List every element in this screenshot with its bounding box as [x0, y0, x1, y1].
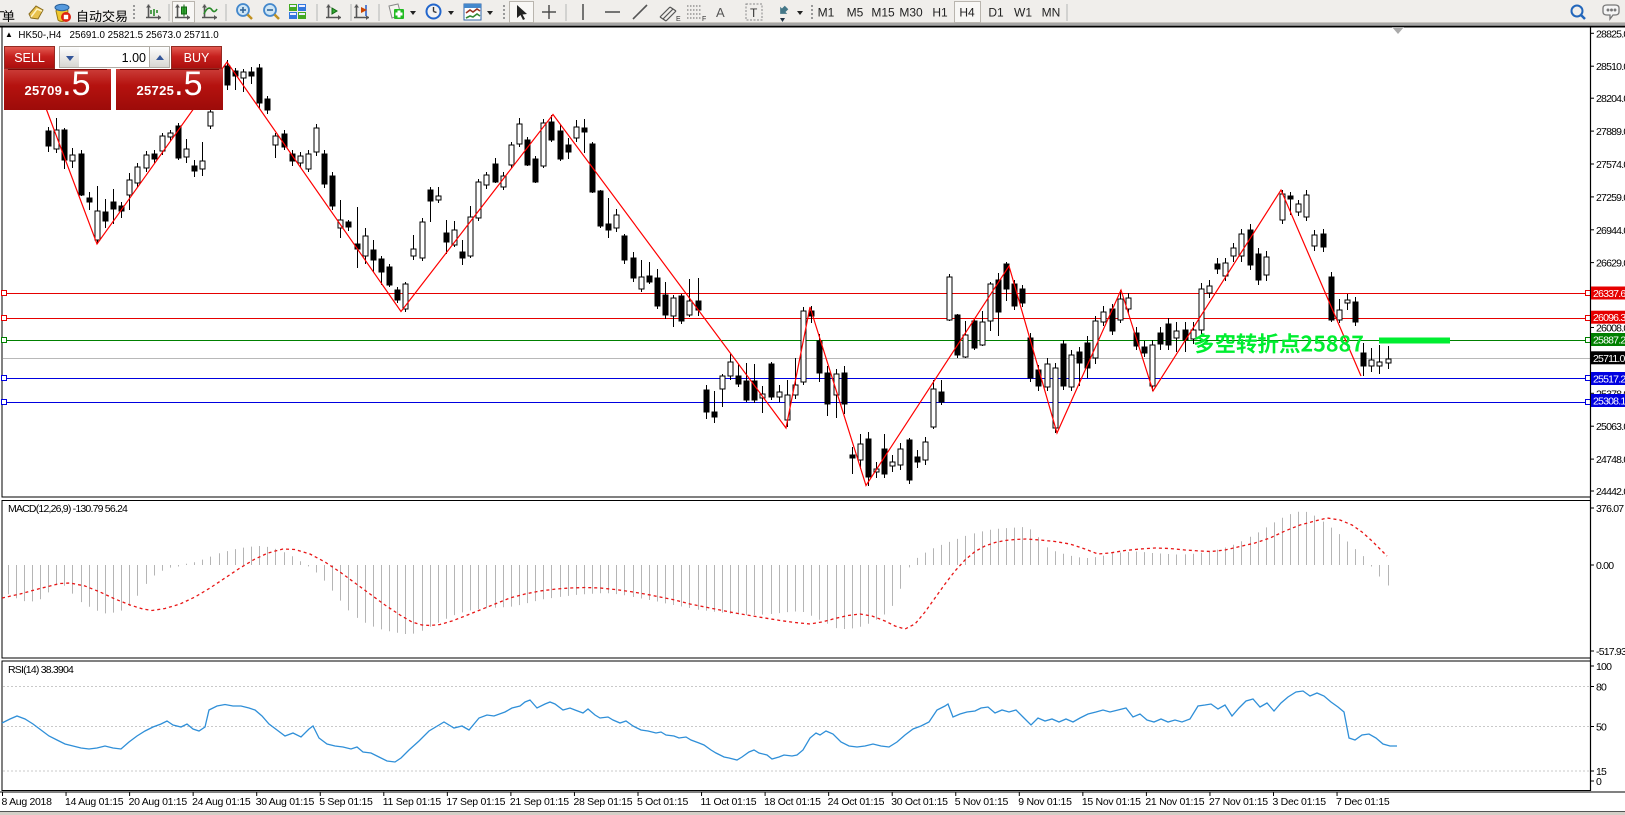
- svg-text:27259.0: 27259.0: [1596, 192, 1625, 204]
- svg-text:17 Sep 01:15: 17 Sep 01:15: [446, 796, 505, 808]
- svg-text:MN: MN: [1042, 6, 1061, 20]
- svg-text:RSI(14) 38.3904: RSI(14) 38.3904: [8, 664, 74, 676]
- svg-text:11 Sep 01:15: 11 Sep 01:15: [383, 796, 442, 808]
- svg-text:26008.0: 26008.0: [1596, 323, 1625, 335]
- svg-text:11 Oct 01:15: 11 Oct 01:15: [701, 796, 757, 808]
- svg-text:26337.6: 26337.6: [1593, 288, 1625, 300]
- svg-text:15 Nov 01:15: 15 Nov 01:15: [1082, 796, 1141, 808]
- svg-text:27889.0: 27889.0: [1596, 126, 1625, 138]
- svg-text:F: F: [702, 16, 706, 23]
- svg-text:25308.1: 25308.1: [1593, 396, 1625, 408]
- svg-text:A: A: [716, 5, 725, 20]
- svg-text:T: T: [750, 6, 758, 20]
- svg-text:30 Aug 01:15: 30 Aug 01:15: [256, 796, 315, 808]
- svg-text:50: 50: [1596, 722, 1607, 734]
- svg-text:25887.2: 25887.2: [1593, 335, 1625, 347]
- svg-text:21 Sep 01:15: 21 Sep 01:15: [510, 796, 569, 808]
- svg-text:26944.0: 26944.0: [1596, 225, 1625, 237]
- svg-text:28204.0: 28204.0: [1596, 93, 1625, 105]
- svg-text:25517.2: 25517.2: [1593, 374, 1625, 386]
- svg-text:26096.3: 26096.3: [1593, 312, 1625, 324]
- svg-text:MACD(12,26,9) -130.79 56.24: MACD(12,26,9) -130.79 56.24: [8, 503, 128, 515]
- svg-text:-517.93: -517.93: [1596, 646, 1625, 658]
- svg-text:5 Sep 01:15: 5 Sep 01:15: [319, 796, 373, 808]
- svg-text:15: 15: [1596, 766, 1607, 778]
- svg-text:100: 100: [1596, 661, 1612, 673]
- svg-text:20 Aug 01:15: 20 Aug 01:15: [129, 796, 188, 808]
- svg-text:0.00: 0.00: [1596, 560, 1614, 572]
- svg-text:8 Aug 2018: 8 Aug 2018: [2, 796, 53, 808]
- svg-text:24 Oct 01:15: 24 Oct 01:15: [828, 796, 885, 808]
- svg-text:D1: D1: [988, 6, 1004, 20]
- svg-text:24748.0: 24748.0: [1596, 454, 1625, 466]
- svg-text:26629.0: 26629.0: [1596, 258, 1625, 270]
- svg-text:18 Oct 01:15: 18 Oct 01:15: [764, 796, 821, 808]
- svg-text:E: E: [676, 16, 681, 23]
- svg-text:7 Dec 01:15: 7 Dec 01:15: [1336, 796, 1390, 808]
- svg-text:24442.0: 24442.0: [1596, 486, 1625, 498]
- svg-text:21 Nov 01:15: 21 Nov 01:15: [1145, 796, 1204, 808]
- svg-text:H4: H4: [959, 6, 975, 20]
- svg-text:28510.0: 28510.0: [1596, 61, 1625, 73]
- svg-text:25063.0: 25063.0: [1596, 421, 1625, 433]
- svg-text:27574.0: 27574.0: [1596, 159, 1625, 171]
- svg-text:3 Dec 01:15: 3 Dec 01:15: [1273, 796, 1327, 808]
- svg-text:25711.0: 25711.0: [1593, 353, 1625, 365]
- svg-text:M5: M5: [847, 6, 864, 20]
- svg-text:28 Sep 01:15: 28 Sep 01:15: [573, 796, 632, 808]
- svg-text:W1: W1: [1014, 6, 1032, 20]
- svg-text:H1: H1: [932, 6, 948, 20]
- svg-text:M1: M1: [818, 6, 835, 20]
- svg-text:5 Oct 01:15: 5 Oct 01:15: [637, 796, 688, 808]
- svg-text:14 Aug 01:15: 14 Aug 01:15: [65, 796, 124, 808]
- svg-text:24 Aug 01:15: 24 Aug 01:15: [192, 796, 251, 808]
- svg-text:376.07: 376.07: [1596, 503, 1624, 515]
- svg-text:M15: M15: [871, 6, 895, 20]
- svg-text:80: 80: [1596, 682, 1607, 694]
- svg-text:0: 0: [1596, 776, 1602, 788]
- svg-text:5 Nov 01:15: 5 Nov 01:15: [955, 796, 1009, 808]
- svg-text:28825.0: 28825.0: [1596, 28, 1625, 40]
- svg-text:30 Oct 01:15: 30 Oct 01:15: [891, 796, 948, 808]
- svg-text:9 Nov 01:15: 9 Nov 01:15: [1018, 796, 1072, 808]
- svg-text:27 Nov 01:15: 27 Nov 01:15: [1209, 796, 1268, 808]
- svg-text:M30: M30: [899, 6, 923, 20]
